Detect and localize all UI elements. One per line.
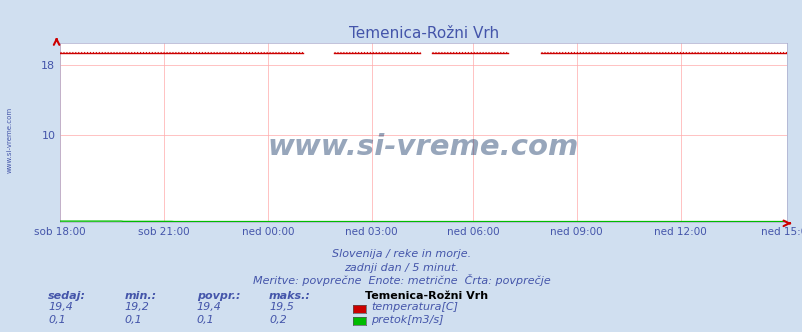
- Text: povpr.:: povpr.:: [196, 291, 240, 301]
- Text: Temenica-Rožni Vrh: Temenica-Rožni Vrh: [365, 291, 488, 301]
- Text: 19,4: 19,4: [48, 302, 73, 312]
- Text: maks.:: maks.:: [269, 291, 310, 301]
- Text: 0,1: 0,1: [48, 315, 66, 325]
- Text: www.si-vreme.com: www.si-vreme.com: [268, 133, 578, 161]
- Text: min.:: min.:: [124, 291, 156, 301]
- Text: 0,2: 0,2: [269, 315, 286, 325]
- Text: 19,2: 19,2: [124, 302, 149, 312]
- Text: 0,1: 0,1: [124, 315, 142, 325]
- Text: 19,4: 19,4: [196, 302, 221, 312]
- Text: 19,5: 19,5: [269, 302, 294, 312]
- Text: 0,1: 0,1: [196, 315, 214, 325]
- Text: www.si-vreme.com: www.si-vreme.com: [6, 106, 12, 173]
- Text: Slovenija / reke in morje.: Slovenija / reke in morje.: [331, 249, 471, 259]
- Text: sedaj:: sedaj:: [48, 291, 86, 301]
- Title: Temenica-Rožni Vrh: Temenica-Rožni Vrh: [348, 26, 498, 41]
- Text: pretok[m3/s]: pretok[m3/s]: [371, 315, 443, 325]
- Text: zadnji dan / 5 minut.: zadnji dan / 5 minut.: [343, 263, 459, 273]
- Text: Meritve: povprečne  Enote: metrične  Črta: povprečje: Meritve: povprečne Enote: metrične Črta:…: [253, 274, 549, 286]
- Text: temperatura[C]: temperatura[C]: [371, 302, 457, 312]
